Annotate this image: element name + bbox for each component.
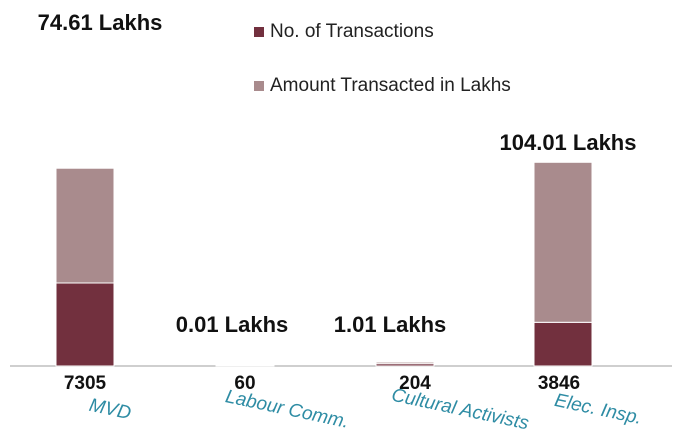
category-label: MVD	[87, 395, 133, 424]
amount-label: 0.01 Lakhs	[176, 312, 289, 337]
category-label: Elec. Insp.	[553, 390, 644, 429]
category-label: Labour Comm.	[223, 386, 350, 433]
amount-label: 1.01 Lakhs	[334, 312, 447, 337]
bar-segment	[55, 282, 115, 367]
amount-label: 74.61 Lakhs	[38, 10, 163, 35]
transaction-label: 3846	[538, 373, 580, 394]
amount-label: 104.01 Lakhs	[500, 130, 637, 155]
legend-swatch	[254, 81, 264, 91]
transaction-label: 7305	[64, 373, 107, 394]
bar-segment	[533, 321, 593, 367]
bar-segment	[55, 167, 115, 284]
legend-label: No. of Transactions	[270, 21, 434, 42]
transaction-label: 204	[399, 373, 431, 394]
transaction-label: 60	[234, 373, 255, 394]
category-label: Cultural Activists	[390, 385, 532, 435]
legend-label: Amount Transacted in Lakhs	[270, 75, 511, 96]
bar-segment	[375, 361, 435, 365]
legend-swatch	[254, 27, 264, 37]
bar-segment	[533, 161, 593, 323]
